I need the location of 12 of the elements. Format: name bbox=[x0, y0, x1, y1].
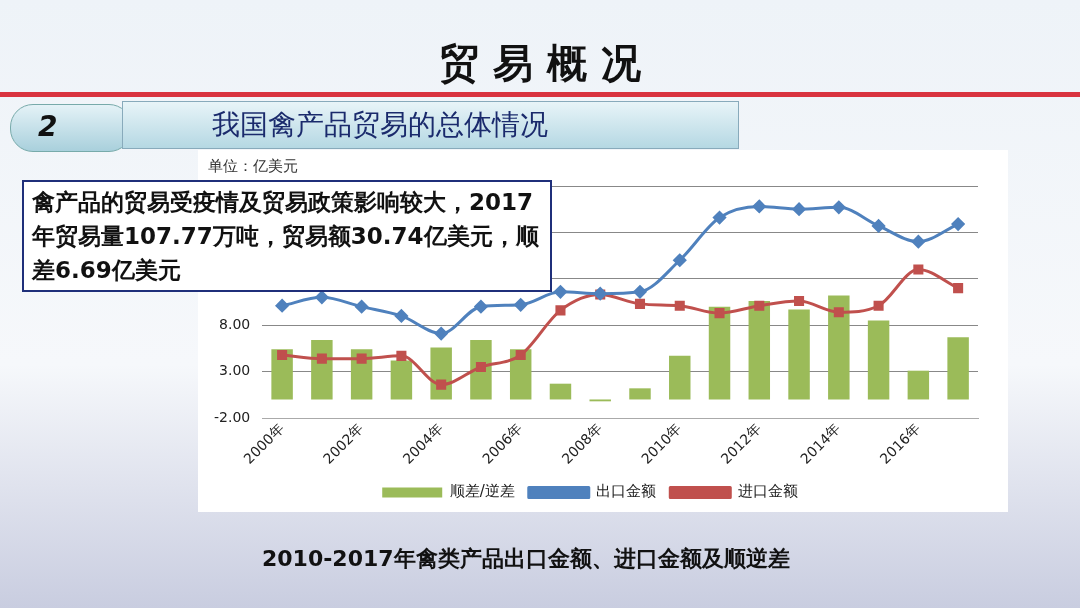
legend-label: 顺差/逆差 bbox=[449, 482, 515, 501]
y-tick-label: 8.00 bbox=[219, 315, 251, 332]
legend-label: 出口金额 bbox=[596, 482, 657, 501]
y-axis-title: 单位：亿美元 bbox=[208, 157, 298, 176]
chart-subtitle: 我国禽产品贸易的总体情况 bbox=[212, 107, 548, 143]
text: 2 bbox=[38, 110, 58, 143]
y-tick-label: -2.00 bbox=[213, 408, 251, 425]
annotation: 禽产品的贸易受疫情及贸易政策影响较大，2017年贸易量107.77万吨，贸易额30.74亿美元，顺差6.69亿美元 bbox=[22, 180, 552, 292]
y-tick-label: 3.00 bbox=[219, 362, 251, 379]
text: 2010-2017年禽类产品出口金额、进口金额及顺逆差 bbox=[262, 545, 790, 573]
legend-label: 进口金额 bbox=[737, 482, 798, 501]
chart-title: 贸 易 概 况 bbox=[438, 39, 642, 88]
